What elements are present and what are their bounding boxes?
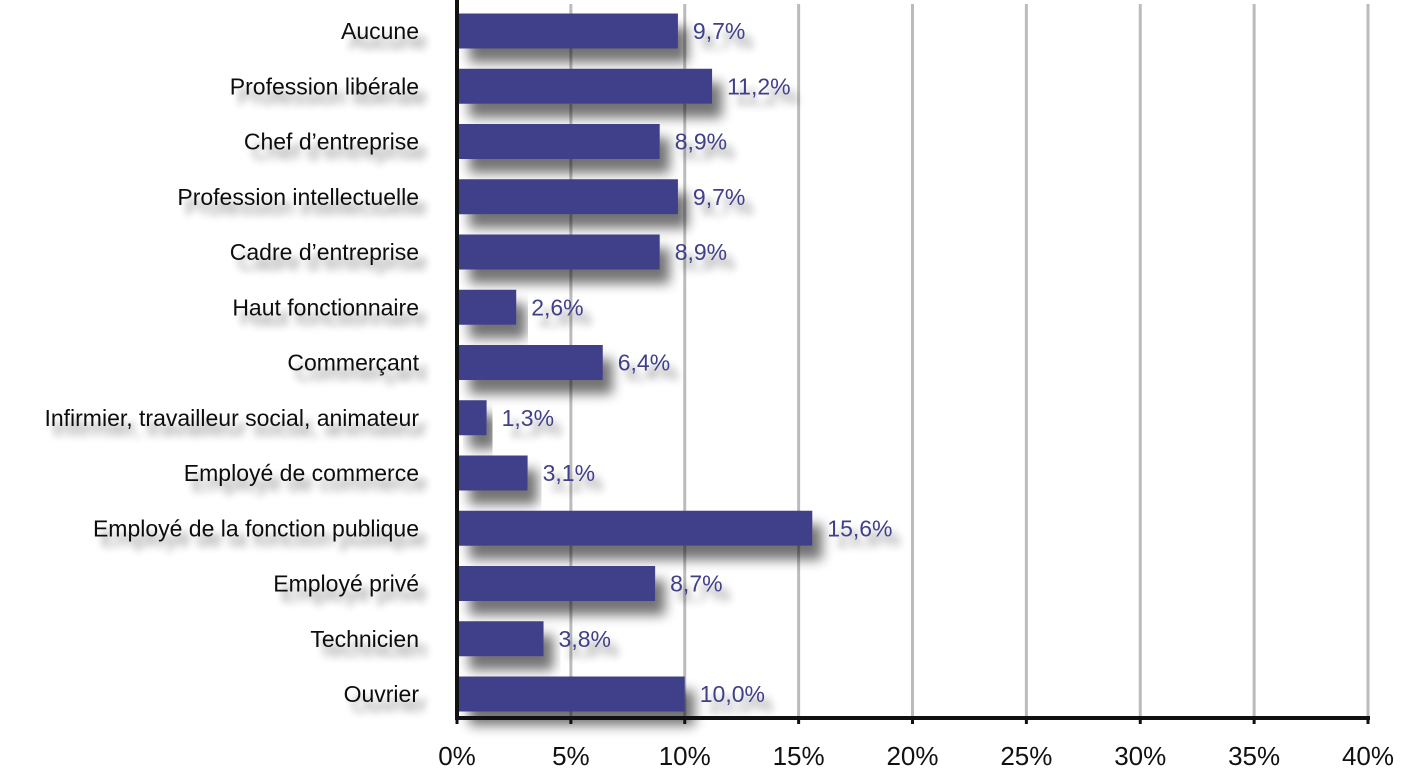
bar <box>459 234 660 270</box>
bar <box>459 566 656 601</box>
value-label: 9,7% <box>693 184 745 210</box>
x-tick-label: 5% <box>552 741 590 771</box>
value-label: 8,9% <box>675 129 727 155</box>
grid-lines <box>569 4 1370 718</box>
x-tick-label: 25% <box>1000 741 1052 771</box>
value-label: 8,9% <box>675 239 727 265</box>
value-label: 2,6% <box>531 294 583 320</box>
bar <box>459 455 528 491</box>
category-label: Infirmier, travailleur social, animateur <box>44 405 419 431</box>
x-tick-label: 15% <box>773 741 825 771</box>
value-label: 1,3% <box>502 405 554 431</box>
x-tick-label: 0% <box>438 741 476 771</box>
value-labels: 9,7% 11,2% 8,9% 9,7% 8,9% 2,6% 6,4% 1,3% 3,1% 15,… <box>502 18 893 707</box>
value-label: 6,4% <box>618 350 670 376</box>
value-label: 3,1% <box>543 460 595 486</box>
category-label: Ouvrier <box>344 681 420 707</box>
bar <box>459 68 713 104</box>
bar <box>459 13 678 49</box>
value-label: 9,7% <box>693 18 745 44</box>
category-label: Technicien <box>310 626 419 652</box>
category-label: Profession intellectuelle <box>177 184 419 210</box>
value-label: 15,6% <box>827 515 892 541</box>
category-label: Commerçant <box>287 350 419 376</box>
bar <box>459 345 603 380</box>
bars <box>459 13 813 712</box>
bar <box>459 676 685 712</box>
bar <box>459 510 813 546</box>
x-tick-label: 30% <box>1114 741 1166 771</box>
bar <box>459 289 517 325</box>
bar <box>459 179 678 215</box>
x-tick-label: 10% <box>659 741 711 771</box>
bar <box>459 621 544 657</box>
x-tick-label: 20% <box>886 741 938 771</box>
category-label: Employé de commerce <box>184 460 419 486</box>
category-label: Chef d’entreprise <box>244 129 419 155</box>
x-tick-labels: 0% 5% 10% 15% 20% 25% 30% 35% 40% <box>438 741 1394 771</box>
value-label: 3,8% <box>559 626 611 652</box>
value-label: 8,7% <box>670 571 722 597</box>
category-label: Profession libérale <box>230 73 419 99</box>
x-tick-label: 40% <box>1342 741 1394 771</box>
x-tick-label: 35% <box>1228 741 1280 771</box>
category-labels: Aucune Profession libérale Chef d’entrepri… <box>44 18 419 707</box>
value-label: 10,0% <box>700 681 765 707</box>
category-label: Employé de la fonction publique <box>93 515 419 541</box>
category-label: Aucune <box>341 18 419 44</box>
category-label: Cadre d’entreprise <box>230 239 419 265</box>
bar <box>459 400 487 436</box>
axes <box>455 0 1370 724</box>
category-label: Employé privé <box>273 571 419 597</box>
category-label: Haut fonctionnaire <box>232 294 419 320</box>
bar <box>459 124 660 159</box>
value-label: 11,2% <box>727 73 791 99</box>
